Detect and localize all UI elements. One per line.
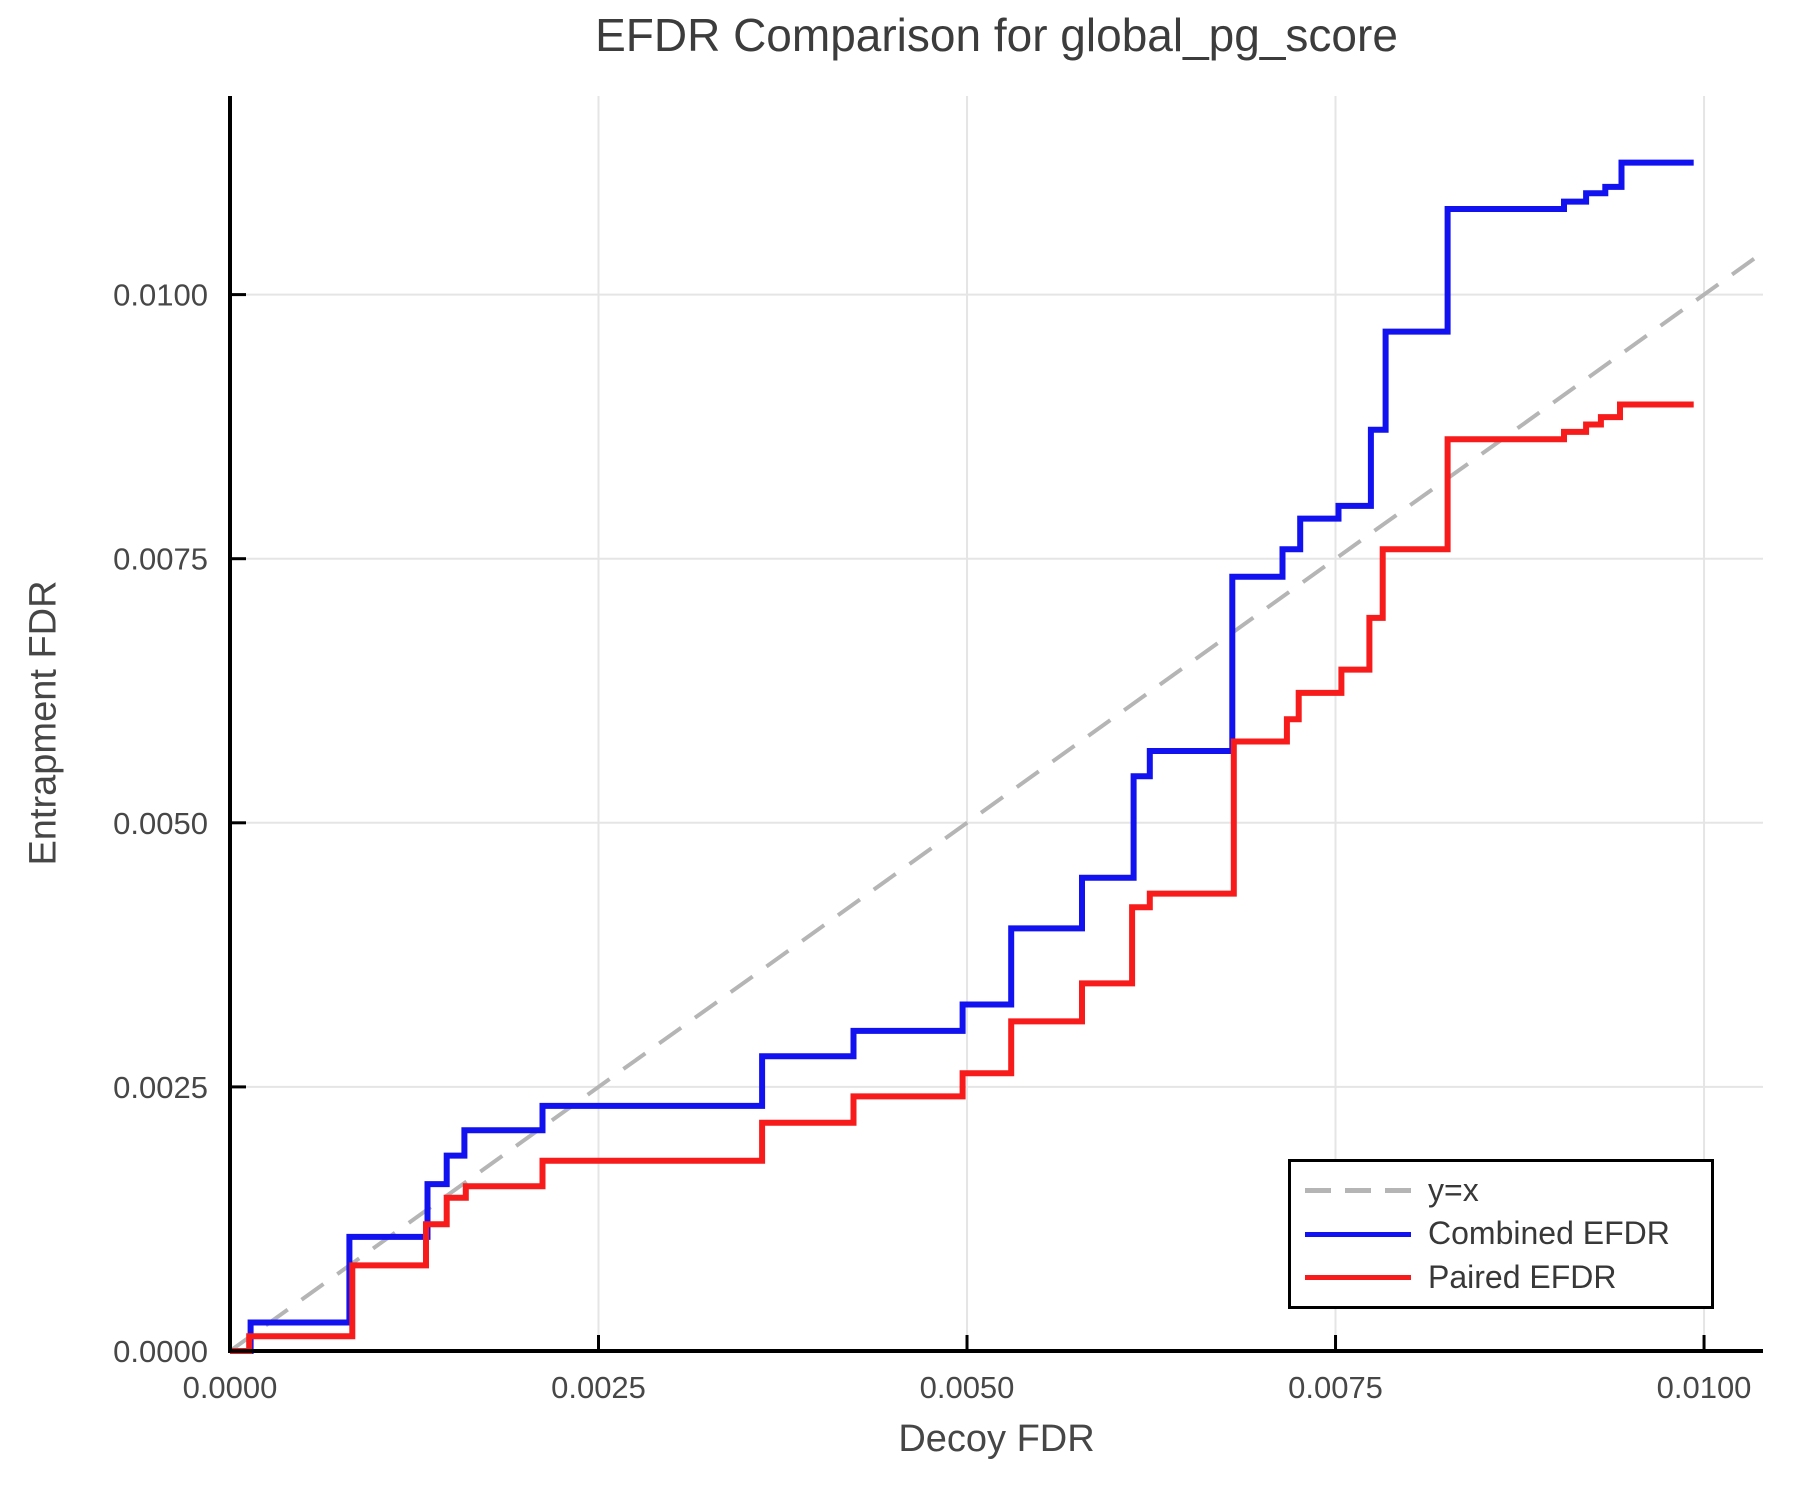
legend-entry-combined-efdr: Combined EFDR	[1305, 1216, 1711, 1251]
y-tick-label: 0.0075	[113, 542, 208, 577]
x-tick-label: 0.0050	[920, 1370, 1015, 1405]
chart-title: EFDR Comparison for global_pg_score	[595, 9, 1398, 61]
x-tick-label: 0.0025	[551, 1370, 646, 1405]
combined-efdr-line-sample	[1305, 1231, 1411, 1237]
legend-label-yx: y=x	[1428, 1172, 1479, 1209]
legend-label-combined-efdr: Combined EFDR	[1428, 1215, 1670, 1252]
paired-efdr-line-sample	[1305, 1274, 1411, 1280]
y-equals-x-line	[228, 250, 1765, 1353]
legend-label-paired-efdr: Paired EFDR	[1428, 1258, 1617, 1295]
x-tick-label: 0.0075	[1288, 1370, 1383, 1405]
y-tick-label: 0.0050	[113, 806, 208, 841]
combined-efdr-line	[230, 159, 1694, 1354]
y-axis-label: Entrapment FDR	[22, 580, 65, 866]
y-tick-label: 0.0100	[113, 278, 208, 313]
y-tick-label: 0.0000	[113, 1334, 208, 1369]
legend-entry-paired-efdr: Paired EFDR	[1305, 1258, 1711, 1295]
yx-dashed-line-sample	[1305, 1188, 1411, 1194]
paired-efdr-line	[230, 401, 1694, 1354]
x-tick-label: 0.0000	[183, 1370, 278, 1405]
legend-entry-yx: y=x	[1305, 1173, 1711, 1208]
y-tick-label: 0.0025	[113, 1070, 208, 1105]
x-tick-label: 0.0100	[1657, 1370, 1752, 1405]
legend-box: y=x Combined EFDR Paired EFDR	[1288, 1159, 1714, 1309]
x-axis-label: Decoy FDR	[898, 1418, 1095, 1460]
